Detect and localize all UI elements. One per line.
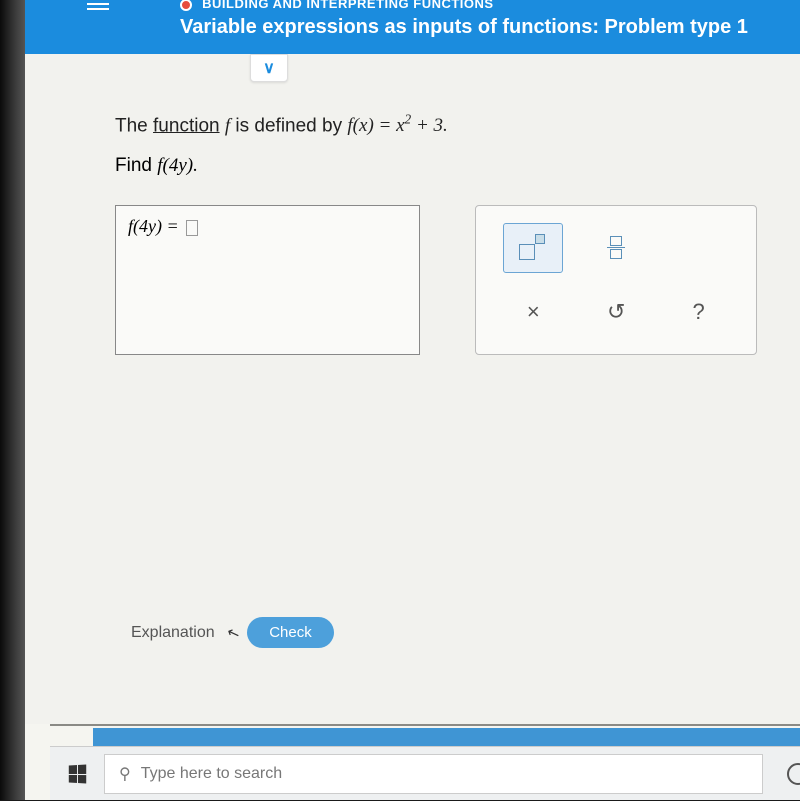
problem-content: The function f is defined by f(x) = x2 +… (25, 54, 800, 724)
search-icon: ⚲ (119, 764, 131, 784)
windows-taskbar: ⚲ Type here to search (50, 746, 800, 800)
clear-tool-button[interactable]: × (503, 287, 563, 337)
windows-logo-icon (69, 764, 86, 783)
answer-row: f(4y) = × ↻ (115, 205, 770, 355)
status-dot-icon (180, 0, 192, 11)
x-icon: × (527, 299, 540, 325)
find-expression: f(4y). (157, 155, 198, 176)
answer-placeholder-icon[interactable] (186, 220, 198, 236)
hamburger-menu-icon[interactable] (87, 0, 109, 10)
footer-separator (50, 724, 800, 726)
answer-input-box[interactable]: f(4y) = (115, 205, 420, 355)
module-breadcrumb: BUILDING AND INTERPRETING FUNCTIONS (180, 0, 494, 11)
text-prefix: The (115, 115, 153, 136)
exponent-icon (519, 236, 547, 260)
action-bar: Explanation ↖ Check (25, 617, 800, 648)
section-dropdown-tab[interactable]: ∨ (250, 54, 288, 82)
problem-title: Variable expressions as inputs of functi… (180, 16, 748, 39)
problem-statement: The function f is defined by f(x) = x2 +… (115, 109, 770, 143)
help-tool-button[interactable]: ? (669, 287, 729, 337)
answer-lhs: f(4y) = (128, 216, 183, 236)
fraction-tool-button[interactable] (586, 223, 646, 273)
undo-icon: ↻ (607, 299, 625, 325)
cortana-icon[interactable] (787, 763, 800, 785)
page-header: BUILDING AND INTERPRETING FUNCTIONS Vari… (25, 0, 800, 54)
undo-tool-button[interactable]: ↻ (586, 287, 646, 337)
screen-area: BUILDING AND INTERPRETING FUNCTIONS Vari… (25, 0, 800, 800)
text-suffix: is defined by (230, 115, 347, 136)
empty-tool-slot (669, 223, 729, 273)
cursor-icon: ↖ (224, 622, 242, 643)
help-icon: ? (693, 299, 705, 325)
footer-blue-strip (93, 728, 800, 746)
start-button[interactable] (50, 747, 104, 801)
module-text: BUILDING AND INTERPRETING FUNCTIONS (202, 0, 493, 11)
function-link[interactable]: function (153, 115, 220, 136)
exponent-tool-button[interactable] (503, 223, 563, 273)
monitor-bezel (0, 0, 25, 800)
check-button[interactable]: Check (247, 617, 334, 648)
fraction-icon (607, 236, 625, 260)
taskbar-search-input[interactable]: ⚲ Type here to search (104, 754, 763, 794)
chevron-down-icon: ∨ (263, 58, 275, 78)
math-tool-palette: × ↻ ? (475, 205, 757, 355)
function-definition: f(x) = x2 + 3. (347, 115, 447, 136)
find-instruction: Find f(4y). (115, 155, 770, 177)
search-placeholder: Type here to search (141, 765, 282, 783)
explanation-button[interactable]: Explanation (127, 618, 219, 648)
find-prefix: Find (115, 155, 157, 176)
